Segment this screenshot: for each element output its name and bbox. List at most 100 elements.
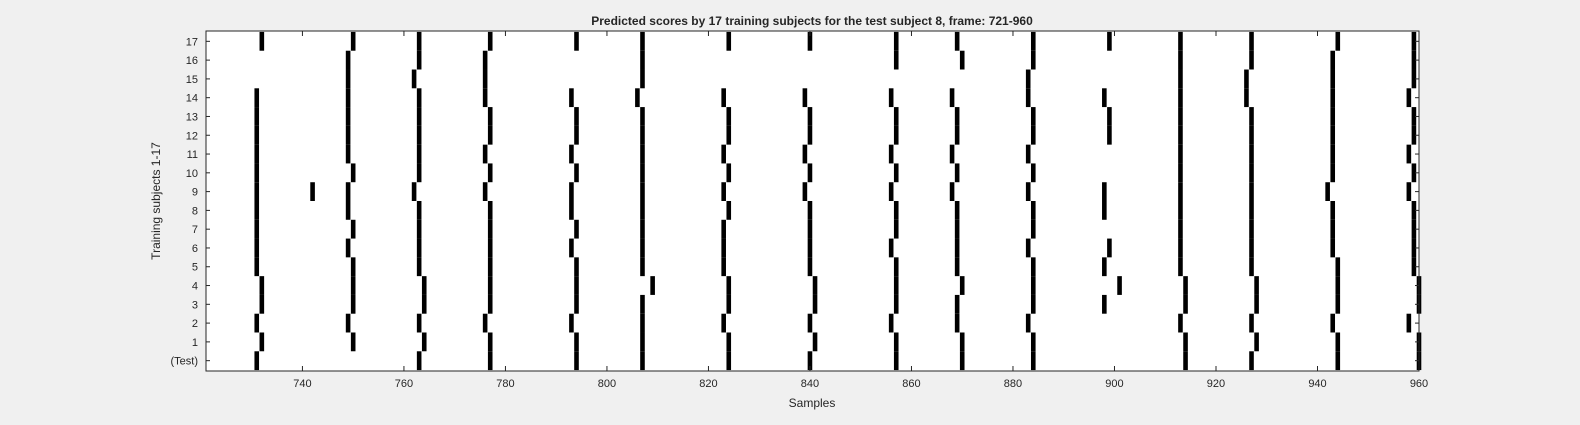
event-mark [569,238,574,258]
y-tick-label: 12 [186,130,198,142]
event-mark [1330,69,1336,89]
event-mark [254,238,260,258]
event-mark [1102,257,1107,277]
event-mark [487,238,493,258]
event-mark [726,31,732,51]
event-mark [721,257,726,277]
event-mark [345,69,351,89]
y-tick-label: 3 [192,299,198,311]
event-mark [254,182,260,201]
event-mark [1330,50,1336,70]
event-mark [1178,257,1183,277]
event-mark [1244,88,1249,108]
event-mark [487,125,493,145]
event-mark [1117,276,1122,295]
event-mark [416,219,422,239]
event-mark [1249,144,1254,164]
event-mark [310,182,315,201]
x-axis-ticks: 740 760 780 800 820 840 860 880 900 920 940 960 [293,31,1428,390]
event-mark [807,163,813,183]
event-mark [949,144,955,164]
event-mark [1411,238,1417,258]
event-mark [893,31,899,51]
event-mark [959,276,965,295]
event-mark [640,31,645,51]
event-mark [807,201,813,220]
event-mark [807,125,813,145]
event-mark [1183,276,1188,295]
event-mark [1249,201,1254,220]
x-tick-label: 840 [801,378,819,390]
event-mark [807,238,813,258]
event-mark [1335,294,1341,314]
event-mark [1249,351,1254,371]
event-mark [1025,144,1031,164]
event-mark [254,144,260,164]
event-mark [569,201,574,220]
event-mark [416,50,422,70]
event-mark [345,88,351,108]
event-mark [1249,50,1254,70]
event-mark [893,351,899,371]
event-mark [1030,351,1036,371]
event-mark [1107,238,1112,258]
event-mark [345,50,351,70]
event-mark [1411,50,1417,70]
event-marks [254,31,1422,371]
event-mark [254,351,260,371]
event-mark [954,219,960,239]
event-mark [1254,276,1259,295]
event-mark [416,257,422,277]
event-mark [954,201,960,220]
x-tick-label: 900 [1105,378,1123,390]
event-mark [650,276,655,295]
event-mark [1030,219,1036,239]
event-mark [345,238,351,258]
event-mark [812,294,818,314]
y-tick-label: 10 [186,168,198,180]
event-mark [893,276,899,295]
event-mark [1330,144,1336,164]
event-mark [640,50,645,70]
event-mark [640,144,645,164]
event-mark [1025,88,1031,108]
event-mark [574,351,579,371]
event-mark [1249,163,1254,183]
event-mark [1107,31,1112,51]
event-mark [640,351,645,371]
event-mark [640,163,645,183]
event-mark [487,201,493,220]
event-mark [416,88,422,108]
event-mark [721,144,726,164]
event-mark [1178,201,1183,220]
event-mark [345,144,351,164]
axes-box [205,30,1420,372]
event-mark [345,313,351,333]
chart-title: Predicted scores by 17 training subjects… [591,14,1033,28]
event-mark [1411,219,1417,239]
event-mark [1406,313,1412,333]
event-mark [254,125,260,145]
event-mark [893,107,899,126]
event-mark [721,219,726,239]
y-tick-label: 13 [186,111,198,123]
event-mark [1178,163,1183,183]
event-mark [807,31,813,51]
event-mark [1411,69,1417,89]
event-mark [487,163,493,183]
event-mark [421,276,427,295]
event-mark [1411,163,1417,183]
event-mark [1411,257,1417,277]
event-mark [888,313,894,333]
event-mark [1335,332,1341,352]
event-mark [1244,69,1249,89]
x-tick-label: 880 [1004,378,1022,390]
event-mark [259,276,265,295]
event-mark [1178,182,1183,201]
event-mark [1254,332,1259,352]
x-tick-label: 760 [395,378,413,390]
event-mark [959,50,965,70]
event-mark [487,294,493,314]
